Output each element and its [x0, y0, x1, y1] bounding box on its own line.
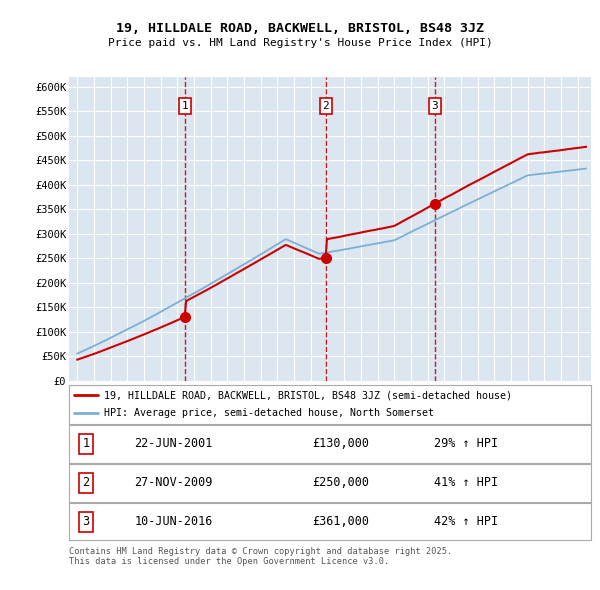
Text: 29% ↑ HPI: 29% ↑ HPI	[434, 437, 498, 451]
Text: Contains HM Land Registry data © Crown copyright and database right 2025.
This d: Contains HM Land Registry data © Crown c…	[69, 547, 452, 566]
Text: £361,000: £361,000	[312, 515, 369, 529]
Text: 1: 1	[182, 101, 188, 111]
Text: 41% ↑ HPI: 41% ↑ HPI	[434, 476, 498, 490]
Text: 19, HILLDALE ROAD, BACKWELL, BRISTOL, BS48 3JZ: 19, HILLDALE ROAD, BACKWELL, BRISTOL, BS…	[116, 22, 484, 35]
Text: 1: 1	[82, 437, 89, 451]
Text: 2: 2	[82, 476, 89, 490]
Text: 22-JUN-2001: 22-JUN-2001	[134, 437, 212, 451]
Text: 42% ↑ HPI: 42% ↑ HPI	[434, 515, 498, 529]
Text: 19, HILLDALE ROAD, BACKWELL, BRISTOL, BS48 3JZ (semi-detached house): 19, HILLDALE ROAD, BACKWELL, BRISTOL, BS…	[104, 390, 512, 400]
Text: 27-NOV-2009: 27-NOV-2009	[134, 476, 212, 490]
Text: HPI: Average price, semi-detached house, North Somerset: HPI: Average price, semi-detached house,…	[104, 408, 434, 418]
Text: Price paid vs. HM Land Registry's House Price Index (HPI): Price paid vs. HM Land Registry's House …	[107, 38, 493, 48]
Text: £130,000: £130,000	[312, 437, 369, 451]
Text: 3: 3	[431, 101, 438, 111]
Text: 10-JUN-2016: 10-JUN-2016	[134, 515, 212, 529]
Text: 2: 2	[322, 101, 329, 111]
Text: 3: 3	[82, 515, 89, 529]
Text: £250,000: £250,000	[312, 476, 369, 490]
